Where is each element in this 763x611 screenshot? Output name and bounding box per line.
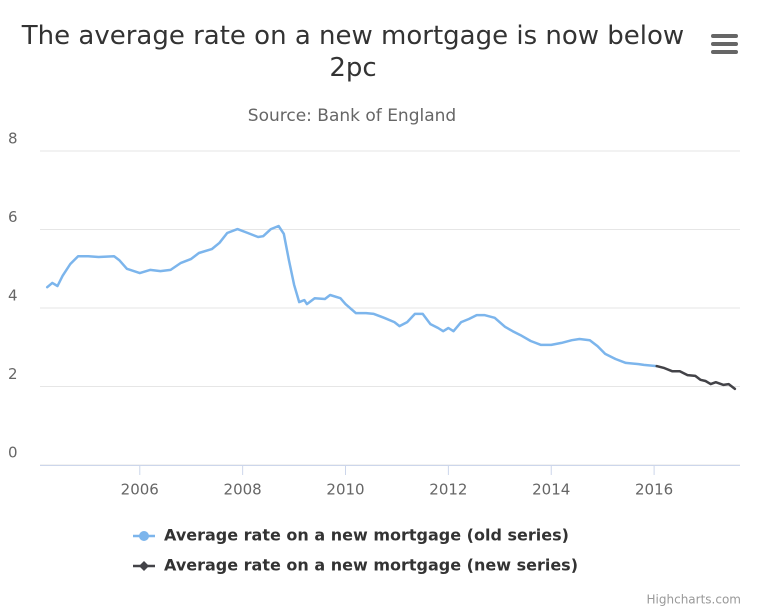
credits[interactable]: Highcharts.com [647,593,741,607]
x-tick-label: 2012 [429,481,467,499]
x-tick-label: 2008 [224,481,262,499]
menu-bar [711,34,738,38]
y-tick-label: 4 [8,287,18,305]
menu-button[interactable] [711,34,738,54]
x-tick-label: 2016 [635,481,673,499]
series-line [45,224,658,368]
legend-marker [139,561,149,571]
x-tick-label: 2014 [532,481,570,499]
y-tick-label: 8 [8,130,18,148]
chart-title: The average rate on a new mortgage is no… [21,21,685,83]
chart-subtitle: Source: Bank of England [248,106,456,126]
x-tick-label: 2010 [326,481,364,499]
y-tick-label: 6 [8,208,18,226]
menu-bar [711,50,738,54]
menu-bar [711,42,738,46]
x-tick-label: 2006 [121,481,159,499]
legend-label: Average rate on a new mortgage (new seri… [164,556,578,575]
chart-title-box: The average rate on a new mortgage is no… [0,20,706,84]
legend-marker [139,531,149,541]
y-tick-label: 2 [8,365,18,383]
legend-label: Average rate on a new mortgage (old seri… [164,526,569,545]
y-tick-label: 0 [8,444,18,462]
series-line [655,364,737,391]
